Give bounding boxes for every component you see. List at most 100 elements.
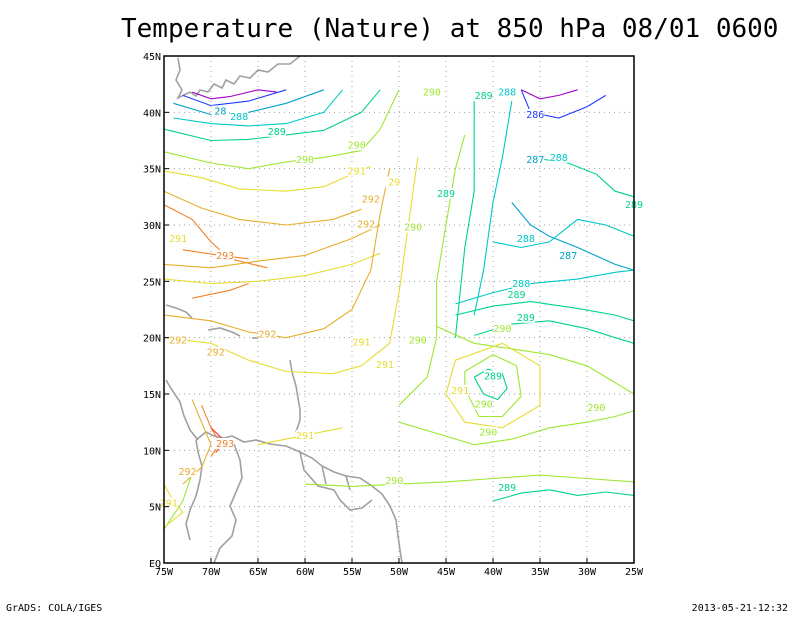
contour-label: 29 (388, 178, 400, 189)
contour-label: 290 (493, 324, 511, 335)
contour-label: 291 (451, 386, 469, 397)
contour-label: 292 (357, 219, 375, 230)
contour-label: 290 (587, 403, 605, 414)
footer-timestamp: 2013-05-21-12:32 (691, 603, 788, 614)
contour-label-bg (267, 125, 286, 137)
longitude-axis: 75W 70W 65W 60W 55W 50W 45W 40W 35W 30W 25W (155, 558, 644, 578)
lon-tick-label: 75W (155, 567, 174, 578)
isotherm (201, 405, 222, 457)
contour-label: 292 (258, 330, 276, 341)
contour-label: 288 (550, 153, 568, 164)
contour-label-bg (422, 86, 441, 98)
isotherm (163, 204, 268, 269)
border-venezuela (213, 443, 243, 564)
footer-credit: GrADS: COLA/IGES (6, 603, 103, 614)
contour-label-bg (206, 346, 225, 358)
isotherm (163, 168, 391, 339)
border-guianas (321, 465, 351, 491)
contour-label-bg (526, 154, 545, 166)
isotherm (455, 269, 635, 305)
contour-label: 291 (169, 234, 187, 245)
lon-tick-label: 65W (249, 567, 268, 578)
contour-label: 290 (348, 140, 366, 151)
isotherm (173, 89, 324, 116)
contour-label: 290 (475, 400, 493, 411)
lat-tick-label: 10N (143, 446, 161, 457)
lat-tick-label: 25N (143, 277, 161, 288)
isotherm (192, 283, 249, 299)
contour-label-bg (169, 334, 188, 346)
isotherm (398, 410, 635, 446)
contour-label: 292 (169, 335, 187, 346)
lat-tick-label: 45N (143, 52, 161, 63)
contour-label: 289 (268, 127, 286, 138)
isotherm (473, 368, 508, 401)
contour-label: 288 (230, 112, 248, 123)
coastlines (165, 55, 403, 564)
contour-label: 289 (507, 290, 525, 301)
lon-tick-label: 35W (531, 567, 550, 578)
lon-tick-label: 30W (578, 567, 597, 578)
lat-tick-label: 30N (143, 221, 161, 232)
isotherm (511, 202, 635, 271)
contour-label-bg (216, 437, 235, 449)
coast-hispaniola (207, 327, 241, 337)
contour-label-bg (404, 221, 423, 233)
contour-label: 291 (348, 166, 366, 177)
isotherm (445, 342, 541, 429)
border-guyana (299, 451, 341, 501)
contour-label-bg (474, 398, 493, 410)
contour-label: 292 (178, 467, 196, 478)
contour-label: 288 (517, 234, 535, 245)
isotherm (173, 89, 344, 127)
lat-tick-label: 20N (143, 334, 161, 345)
contour-label-bg (587, 401, 606, 413)
contour-label-bg (385, 475, 404, 487)
isotherm (182, 89, 287, 107)
contour-label: 288 (498, 87, 516, 98)
lon-tick-label: 55W (343, 567, 362, 578)
contour-label: 290 (409, 335, 427, 346)
coast-cuba (165, 304, 193, 319)
contour-label-bg (498, 481, 517, 493)
contour-label-bg (451, 385, 470, 396)
isotherm (163, 157, 419, 375)
contour-label-bg (258, 328, 277, 340)
lon-tick-label: 50W (390, 567, 409, 578)
isotherm (530, 156, 635, 198)
contour-label-bg (549, 151, 568, 163)
contour-label-bg (169, 232, 188, 244)
latitude-axis: EQ 5N 10N 15N 20N 25N 30N 35N 40N 45N (143, 52, 169, 570)
contour-label-bg (498, 86, 517, 98)
isotherm (398, 134, 466, 406)
contour-label: 287 (559, 251, 577, 262)
contour-label: 288 (512, 279, 530, 290)
contour-label-bg (516, 311, 535, 323)
map-title-text: Temperature (Nature) at 850 hPa 08/01 06… (121, 14, 779, 44)
contour-label-bg (361, 193, 380, 205)
isotherm (163, 165, 372, 192)
contour-label-bg (352, 336, 371, 348)
contour-label: 292 (207, 348, 225, 359)
lon-tick-label: 25W (625, 567, 644, 578)
lat-tick-label: 5N (149, 503, 161, 514)
isotherm (436, 325, 635, 395)
contour-label-bg (507, 289, 526, 301)
coast-south-america-west (185, 439, 203, 541)
isotherm (492, 218, 635, 249)
lat-tick-label: EQ (149, 559, 161, 570)
isotherm (163, 252, 381, 285)
isotherm (520, 89, 607, 119)
isotherm (163, 190, 362, 226)
contour-label: 291 (352, 338, 370, 349)
isotherm (492, 489, 635, 502)
coast-lesser-antilles (289, 359, 301, 433)
isotherm (163, 89, 381, 142)
lat-tick-label: 40N (143, 108, 161, 119)
isotherm (163, 472, 193, 530)
contour-label-bg (216, 249, 235, 261)
contour-label-bg (178, 466, 197, 478)
contour-label-bg (559, 249, 578, 261)
